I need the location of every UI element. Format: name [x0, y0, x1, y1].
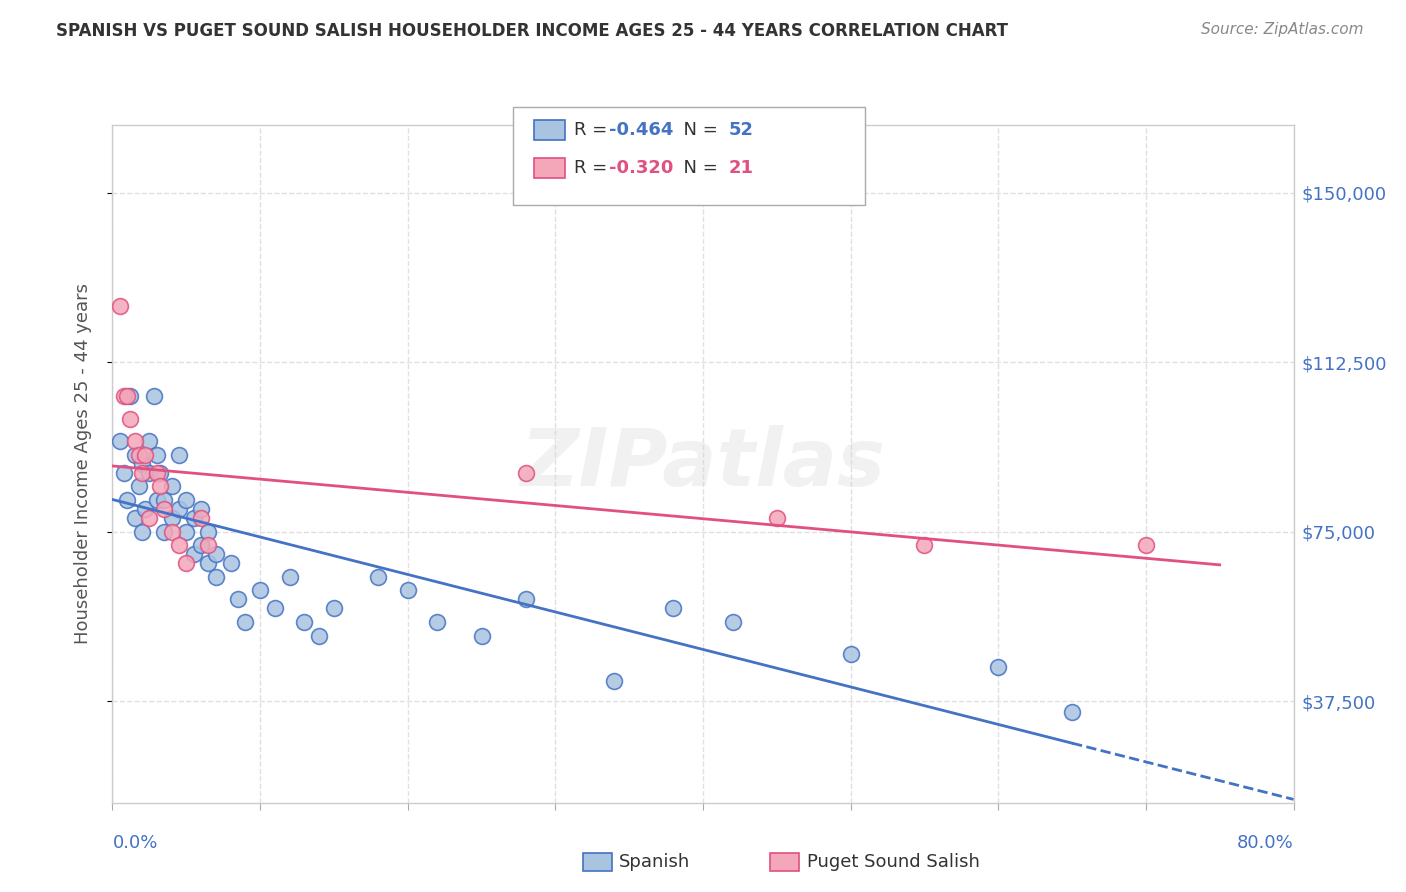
Text: R =: R = [574, 159, 613, 177]
Point [160, 524, 183, 539]
Point [190, 511, 212, 525]
Point [308, 629, 330, 643]
Point [138, 466, 160, 480]
Point [190, 538, 212, 552]
Point [183, 511, 205, 525]
Point [124, 448, 146, 462]
Text: SPANISH VS PUGET SOUND SALISH HOUSEHOLDER INCOME AGES 25 - 44 YEARS CORRELATION : SPANISH VS PUGET SOUND SALISH HOUSEHOLDE… [56, 22, 1008, 40]
Point [120, 411, 142, 425]
Y-axis label: Householder Income Ages 25 - 44 years: Householder Income Ages 25 - 44 years [73, 284, 91, 644]
Point [112, 389, 135, 403]
Point [108, 299, 131, 313]
Point [264, 601, 287, 615]
Point [721, 615, 744, 629]
Point [1135, 538, 1157, 552]
Point [138, 511, 160, 525]
Point [515, 466, 537, 480]
Point [367, 570, 389, 584]
Text: 0.0%: 0.0% [112, 834, 157, 852]
Point [149, 466, 172, 480]
Point [142, 389, 165, 403]
Point [205, 570, 228, 584]
Point [128, 448, 150, 462]
Point [160, 479, 183, 493]
Point [914, 538, 936, 552]
Point [839, 647, 862, 661]
Point [167, 538, 190, 552]
Point [197, 524, 219, 539]
Point [396, 583, 419, 598]
Point [766, 511, 789, 525]
Point [323, 601, 346, 615]
Point [131, 466, 153, 480]
Point [219, 556, 242, 570]
Point [167, 448, 190, 462]
Point [153, 524, 176, 539]
Text: R =: R = [574, 121, 613, 139]
Point [662, 601, 685, 615]
Point [153, 493, 176, 508]
Point [160, 511, 183, 525]
Text: Puget Sound Salish: Puget Sound Salish [807, 853, 980, 871]
Point [603, 673, 626, 688]
Point [124, 511, 146, 525]
Point [197, 538, 219, 552]
Point [205, 547, 228, 561]
Point [249, 583, 271, 598]
Point [153, 502, 176, 516]
Text: Source: ZipAtlas.com: Source: ZipAtlas.com [1201, 22, 1364, 37]
Point [131, 524, 153, 539]
Point [1062, 706, 1084, 720]
Point [515, 592, 537, 607]
Point [117, 493, 138, 508]
Point [183, 547, 205, 561]
Point [174, 493, 197, 508]
Text: 21: 21 [728, 159, 754, 177]
Point [146, 493, 169, 508]
Point [108, 434, 131, 449]
Point [987, 660, 1010, 674]
Point [470, 629, 494, 643]
Point [197, 556, 219, 570]
Point [190, 502, 212, 516]
Point [146, 448, 169, 462]
Text: 80.0%: 80.0% [1237, 834, 1294, 852]
Point [174, 556, 197, 570]
Point [138, 434, 160, 449]
Point [278, 570, 301, 584]
Text: Spanish: Spanish [619, 853, 690, 871]
Text: ZIPatlas: ZIPatlas [520, 425, 886, 503]
Point [226, 592, 249, 607]
Point [117, 389, 138, 403]
Text: N =: N = [672, 121, 724, 139]
Point [124, 434, 146, 449]
Text: -0.320: -0.320 [609, 159, 673, 177]
Point [131, 457, 153, 471]
Point [167, 502, 190, 516]
Text: -0.464: -0.464 [609, 121, 673, 139]
Point [120, 389, 142, 403]
Point [134, 448, 156, 462]
Point [112, 466, 135, 480]
Point [128, 479, 150, 493]
Point [146, 466, 169, 480]
Point [426, 615, 449, 629]
Point [134, 502, 156, 516]
Point [174, 524, 197, 539]
Text: N =: N = [672, 159, 724, 177]
Point [149, 479, 172, 493]
Point [292, 615, 315, 629]
Text: 52: 52 [728, 121, 754, 139]
Point [233, 615, 256, 629]
